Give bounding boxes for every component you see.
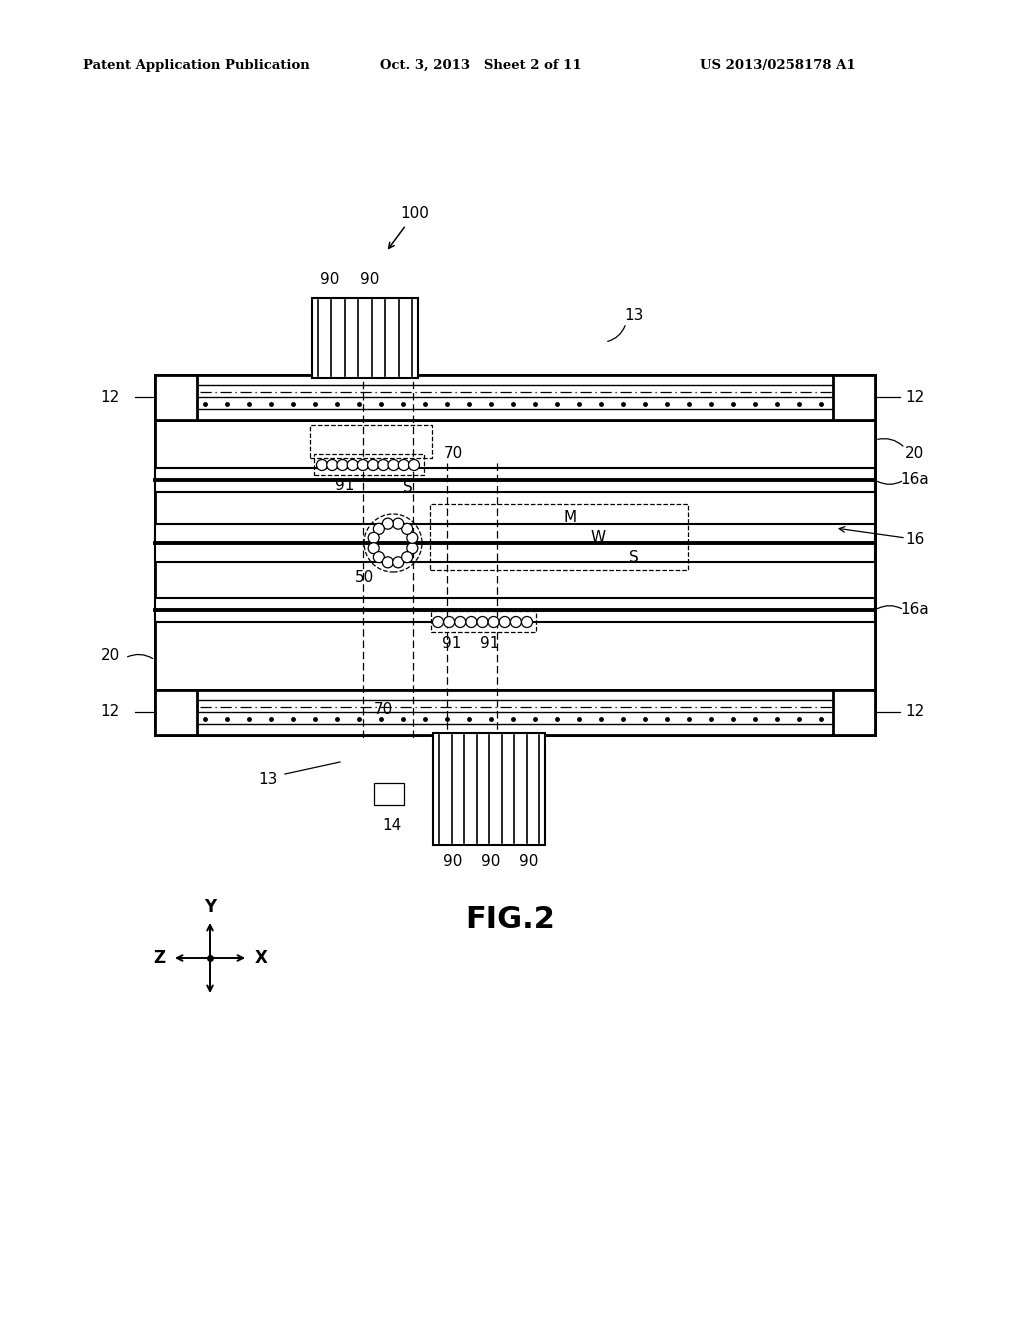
Circle shape bbox=[374, 523, 384, 535]
Circle shape bbox=[443, 616, 455, 627]
Circle shape bbox=[392, 519, 403, 529]
Text: X: X bbox=[255, 949, 267, 968]
Text: 90: 90 bbox=[443, 854, 463, 870]
Text: FIG.2: FIG.2 bbox=[465, 906, 555, 935]
Circle shape bbox=[374, 552, 384, 562]
Bar bbox=[155, 420, 874, 690]
Text: 12: 12 bbox=[905, 389, 925, 404]
Circle shape bbox=[368, 459, 379, 470]
Bar bbox=[314, 454, 424, 474]
Text: 90: 90 bbox=[519, 854, 539, 870]
Circle shape bbox=[316, 459, 328, 470]
Text: 50: 50 bbox=[355, 569, 375, 585]
Text: 13: 13 bbox=[258, 772, 278, 788]
Text: 91: 91 bbox=[442, 635, 462, 651]
Circle shape bbox=[488, 616, 499, 627]
Circle shape bbox=[382, 557, 393, 568]
Bar bbox=[155, 469, 874, 492]
Circle shape bbox=[378, 459, 389, 470]
Circle shape bbox=[500, 616, 510, 627]
Text: M: M bbox=[563, 510, 577, 524]
Text: 100: 100 bbox=[400, 206, 429, 220]
Text: 13: 13 bbox=[625, 308, 644, 322]
Bar bbox=[430, 504, 688, 570]
Circle shape bbox=[392, 557, 403, 568]
Circle shape bbox=[369, 543, 379, 553]
Text: 70: 70 bbox=[374, 702, 392, 718]
Text: 90: 90 bbox=[321, 272, 340, 288]
Text: 91: 91 bbox=[335, 478, 354, 492]
Circle shape bbox=[398, 459, 410, 470]
Circle shape bbox=[388, 459, 399, 470]
Bar bbox=[155, 690, 874, 735]
Circle shape bbox=[521, 616, 532, 627]
Circle shape bbox=[407, 543, 418, 553]
Circle shape bbox=[477, 616, 488, 627]
Circle shape bbox=[432, 616, 443, 627]
Bar bbox=[374, 783, 404, 805]
Bar bbox=[433, 733, 545, 845]
Bar bbox=[155, 690, 197, 735]
Text: 14: 14 bbox=[382, 818, 401, 833]
Text: 90: 90 bbox=[481, 854, 501, 870]
Bar bbox=[155, 598, 874, 622]
Text: 16a: 16a bbox=[901, 473, 930, 487]
Circle shape bbox=[407, 532, 418, 544]
Text: Oct. 3, 2013   Sheet 2 of 11: Oct. 3, 2013 Sheet 2 of 11 bbox=[380, 58, 582, 71]
Circle shape bbox=[401, 552, 413, 562]
Text: S: S bbox=[403, 480, 413, 495]
Text: 12: 12 bbox=[905, 705, 925, 719]
Circle shape bbox=[369, 532, 379, 544]
Circle shape bbox=[347, 459, 358, 470]
Circle shape bbox=[455, 616, 466, 627]
Text: Patent Application Publication: Patent Application Publication bbox=[83, 58, 309, 71]
Text: Y: Y bbox=[204, 898, 216, 916]
Bar bbox=[155, 375, 874, 420]
Text: 12: 12 bbox=[100, 389, 120, 404]
Bar bbox=[833, 375, 874, 420]
Circle shape bbox=[466, 616, 477, 627]
Circle shape bbox=[401, 523, 413, 535]
Text: Z: Z bbox=[153, 949, 165, 968]
Bar bbox=[310, 425, 432, 458]
Circle shape bbox=[327, 459, 338, 470]
Text: 70: 70 bbox=[443, 446, 463, 461]
Circle shape bbox=[510, 616, 521, 627]
Bar bbox=[431, 610, 536, 631]
Bar bbox=[155, 524, 874, 562]
Text: S: S bbox=[629, 550, 639, 565]
Text: 91: 91 bbox=[480, 635, 500, 651]
Circle shape bbox=[337, 459, 348, 470]
Circle shape bbox=[382, 519, 393, 529]
Text: 20: 20 bbox=[905, 446, 925, 461]
Circle shape bbox=[409, 459, 420, 470]
Text: 16a: 16a bbox=[901, 602, 930, 618]
Text: 12: 12 bbox=[100, 705, 120, 719]
Text: US 2013/0258178 A1: US 2013/0258178 A1 bbox=[700, 58, 856, 71]
Bar bbox=[155, 375, 197, 420]
Text: 16: 16 bbox=[905, 532, 925, 548]
Bar bbox=[312, 298, 418, 378]
Bar bbox=[155, 375, 874, 735]
Circle shape bbox=[357, 459, 369, 470]
Text: W: W bbox=[591, 529, 605, 544]
Text: 90: 90 bbox=[360, 272, 380, 288]
Text: 20: 20 bbox=[100, 648, 120, 663]
Bar bbox=[833, 690, 874, 735]
